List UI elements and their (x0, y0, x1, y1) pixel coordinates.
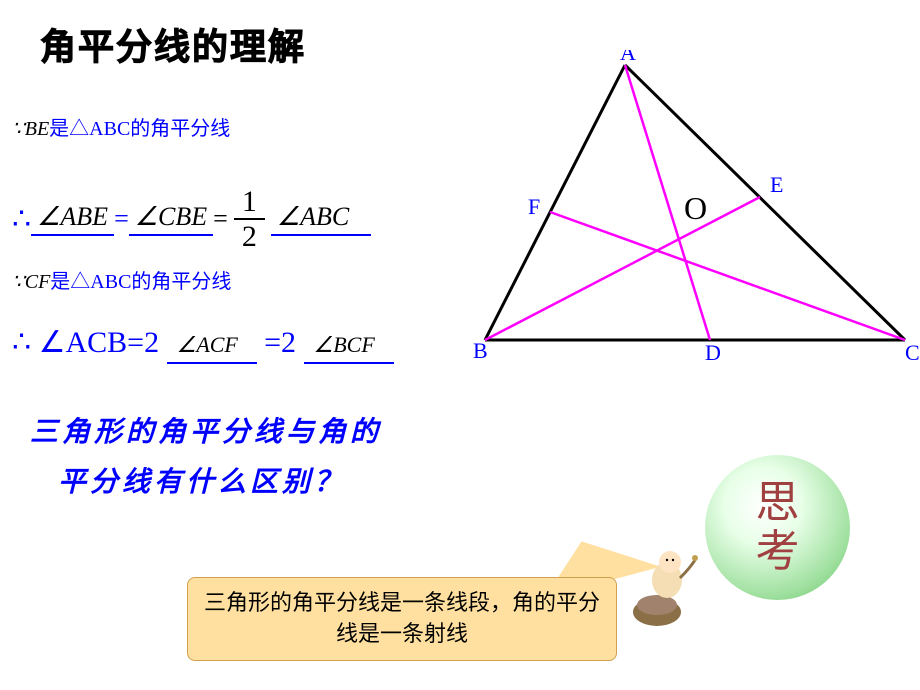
fraction-denominator: 2 (234, 220, 265, 253)
eq2-equals: =2 (264, 326, 296, 359)
svg-text:E: E (770, 172, 783, 197)
eq1-blank-mid: ∠CBE (129, 202, 213, 236)
triangle-diagram: A B C D E F O (465, 50, 920, 370)
svg-text:F: F (528, 194, 540, 219)
question-line-1: 三角形的角平分线与角的 (30, 408, 382, 458)
premise-2: ∵CF是△ABC的角平分线 (12, 265, 231, 294)
svg-text:D: D (705, 340, 721, 365)
because-symbol: ∵ (12, 118, 25, 140)
think-char-1: 思 (756, 479, 800, 527)
svg-text:O: O (684, 190, 707, 226)
answer-box: 三角形的角平分线是一条线段，角的平分线是一条射线 (187, 577, 617, 661)
premise1-text: 是△ABC的角平分线 (49, 118, 230, 140)
fraction-half: 1 2 (234, 185, 265, 253)
question-text: 三角形的角平分线与角的 平分线有什么区别？ (30, 408, 382, 509)
fraction-numerator: 1 (234, 185, 265, 220)
equation-1: ∴ ∠ABE = ∠CBE = 1 2 ∠ABC (12, 185, 371, 253)
premise2-text: 是△ABC的角平分线 (50, 271, 231, 293)
page-title: 角平分线的理解 (40, 18, 306, 70)
eq2-blank-right: ∠BCF (304, 326, 394, 364)
premise1-var: BE (25, 118, 49, 140)
eq2-blank-mid: ∠ACF (167, 326, 257, 364)
premise-1: ∵BE是△ABC的角平分线 (12, 112, 230, 141)
svg-text:C: C (905, 340, 920, 365)
equation-2: ∴ ∠ACB=2 ∠ACF =2 ∠BCF (12, 325, 394, 364)
eq1-blank-right: ∠ABC (271, 202, 371, 236)
premise2-var: CF (25, 271, 51, 293)
eq2-left: ∠ACB=2 (39, 326, 160, 359)
think-bubble: 思 考 (705, 455, 850, 600)
question-line-2: 平分线有什么区别？ (30, 458, 382, 508)
because-symbol-2: ∵ (12, 271, 25, 293)
therefore-symbol-2: ∴ (12, 326, 31, 359)
monk-icon (625, 540, 705, 630)
svg-text:A: A (620, 50, 636, 65)
eq1-equals-1: = (114, 204, 129, 234)
therefore-symbol: ∴ (12, 202, 31, 237)
answer-text: 三角形的角平分线是一条线段，角的平分线是一条射线 (204, 590, 600, 646)
eq1-equals-2: = (213, 204, 228, 234)
eq1-blank-left: ∠ABE (31, 202, 114, 236)
think-char-2: 考 (756, 528, 800, 576)
svg-text:B: B (473, 338, 488, 363)
